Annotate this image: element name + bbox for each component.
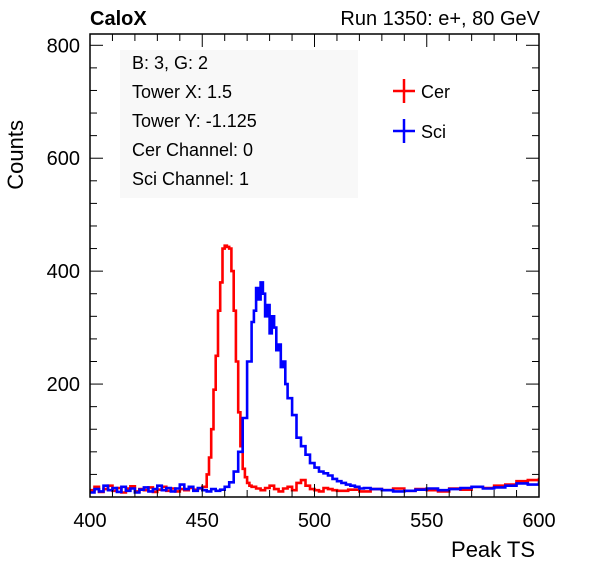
run-info: Run 1350: e+, 80 GeV (340, 8, 540, 30)
axis-ticks (89, 34, 540, 498)
stat-tower-x: Tower X: 1.5 (132, 82, 233, 102)
y-tick-label: 200 (47, 374, 80, 396)
series-sci-line (90, 281, 539, 494)
stat-tower-y: Tower Y: -1.125 (132, 111, 257, 131)
series-layer (90, 244, 539, 494)
legend-label-sci: Sci (421, 122, 446, 142)
y-tick-label: 800 (47, 35, 80, 57)
y-tick-label: 400 (47, 261, 80, 283)
x-tick-label: 400 (73, 510, 106, 532)
x-axis-title: Peak TS (451, 537, 535, 562)
legend-label-cer: Cer (421, 82, 450, 102)
experiment-title: CaloX (90, 8, 147, 30)
stat-board-group: B: 3, G: 2 (132, 53, 209, 73)
y-tick-label: 600 (47, 148, 80, 170)
axis-tick-labels: 400 450 500 550 600 200 400 600 800 (47, 35, 556, 532)
x-tick-label: 600 (522, 510, 555, 532)
x-tick-label: 550 (410, 510, 443, 532)
stat-cer-channel: Cer Channel: 0 (132, 140, 254, 160)
legend-marker-sci (393, 119, 415, 143)
series-cer-line (90, 244, 539, 494)
legend: Cer Sci (393, 79, 450, 143)
x-tick-label: 500 (298, 510, 331, 532)
y-axis-title: Counts (3, 120, 28, 190)
stats-box: B: 3, G: 2 Tower X: 1.5 Tower Y: -1.125 … (120, 50, 358, 198)
legend-marker-cer (393, 79, 415, 103)
stat-sci-channel: Sci Channel: 1 (132, 169, 250, 189)
x-tick-label: 450 (186, 510, 219, 532)
